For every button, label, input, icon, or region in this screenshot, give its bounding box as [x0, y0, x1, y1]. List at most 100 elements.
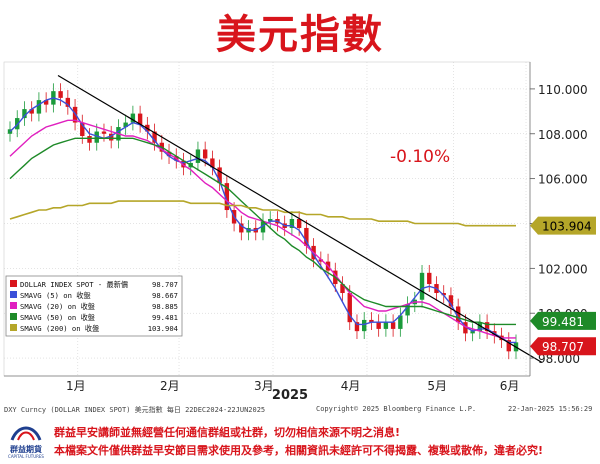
- last-value-label: 98.707: [542, 340, 584, 354]
- footer-source: DXY Curncy (DOLLAR INDEX SPOT) 美元指數 每日 2…: [4, 406, 266, 414]
- y-tick-label: 106.000: [538, 173, 588, 187]
- legend-swatch: [10, 280, 17, 287]
- candle-body: [419, 272, 425, 300]
- legend-value: 98.707: [152, 280, 178, 289]
- legend-box: [5, 275, 183, 337]
- legend-label: SMAVG (200) on 收盤: [20, 324, 99, 333]
- x-tick-label: 2月: [160, 379, 180, 393]
- candle-body: [318, 259, 324, 262]
- candle-body: [398, 315, 403, 329]
- candle-body: [87, 136, 92, 143]
- disclaimer-line-1: 群益早安講師並無經營任何通信群組或社群，切勿相信來源不明之消息!: [54, 426, 401, 439]
- x-axis: 1月 2月 3月 4月 5月 6月: [4, 375, 530, 393]
- candle-body: [29, 109, 34, 114]
- candle-body: [296, 219, 302, 228]
- candle-body: [7, 129, 13, 134]
- candle-body: [109, 133, 114, 141]
- candle-body: [304, 227, 309, 246]
- candle-body: [195, 149, 201, 163]
- x-tick-label: 6月: [500, 379, 520, 393]
- last-value-tag: [530, 311, 596, 330]
- y-tick-label: 102.000: [538, 262, 588, 276]
- legend-swatch: [10, 302, 17, 309]
- candle-body: [260, 221, 266, 233]
- legend-value: 103.904: [148, 324, 178, 333]
- disclaimer-panel: 群益期貨 CAPITAL FUTURES 群益早安講師並無經營任何通信群組或社群…: [0, 418, 600, 464]
- y-tick-label: 110.000: [538, 83, 588, 97]
- x-tick-label: 3月: [254, 379, 274, 393]
- candle-body: [362, 319, 367, 332]
- candle-body: [210, 158, 215, 168]
- candle-body: [130, 113, 136, 123]
- legend-swatch: [10, 313, 17, 320]
- x-tick-label: 5月: [427, 379, 447, 393]
- legend-label: DOLLAR INDEX SPOT - 最新價: [20, 280, 128, 289]
- series-line-smavg-200-: [9, 200, 516, 227]
- candle-body: [405, 304, 410, 316]
- candle-body: [268, 219, 273, 222]
- candle-body: [427, 272, 432, 285]
- moving-average-lines: [9, 97, 516, 344]
- trendline: [57, 74, 543, 364]
- candle-body: [123, 122, 128, 128]
- x-axis-label: 2025: [272, 388, 308, 403]
- candle-body: [347, 293, 352, 323]
- footer-copyright: Copyright© 2025 Bloomberg Finance L.P.: [316, 405, 477, 413]
- x-tick-label: 4月: [341, 379, 361, 393]
- candle-body: [369, 319, 374, 323]
- legend-label: SMAVG (5) on 收盤: [20, 291, 91, 300]
- candle-body: [354, 322, 360, 332]
- chart-legend: DOLLAR INDEX SPOT - 最新價 98.707 SMAVG (5) o…: [5, 275, 183, 337]
- last-value-labels: 103.904 99.481 98.707: [530, 216, 596, 356]
- candle-body: [470, 331, 475, 334]
- candle-body: [65, 97, 71, 107]
- y-tick-label: 98.000: [538, 352, 580, 366]
- candle-body: [441, 293, 446, 296]
- legend-swatch: [10, 291, 17, 298]
- candle-body: [217, 167, 222, 184]
- candle-body: [239, 223, 244, 233]
- dxy-chart: 98.000100.000102.000104.000106.000108.00…: [3, 61, 596, 403]
- candle-body: [448, 295, 454, 307]
- candle-body: [477, 322, 483, 332]
- legend-value: 98.667: [152, 291, 178, 300]
- logo-subtitle: CAPITAL FUTURES: [8, 454, 44, 459]
- downtrend-line: [57, 74, 543, 364]
- candle-body: [152, 131, 157, 143]
- last-value-tag: [530, 337, 596, 356]
- candle-body: [22, 109, 27, 119]
- series-line-smavg-5-: [9, 97, 516, 344]
- candle-body: [80, 122, 85, 137]
- footer-timestamp: 22-Jan-2025 15:56:29: [508, 405, 593, 413]
- last-value-tag: [530, 216, 596, 235]
- candle-body: [376, 322, 381, 329]
- candle-body: [181, 160, 186, 168]
- legend-swatch: [10, 324, 17, 331]
- change-label: -0.10%: [390, 147, 450, 167]
- candle-body: [383, 322, 389, 329]
- candle-body: [137, 113, 143, 125]
- series-line-smavg-50-: [9, 137, 516, 326]
- candle-body: [289, 219, 295, 228]
- disclaimer-line-2: 本檔案文件僅供群益早安節目需求使用及參考，相關資訊未經許可不得揭露、複製或散佈，…: [54, 444, 544, 457]
- company-logo: 群益期貨 CAPITAL FUTURES: [4, 420, 44, 460]
- candle-body: [484, 322, 490, 332]
- candle-body: [43, 100, 49, 105]
- candle-body: [340, 284, 345, 294]
- y-tick-label: 108.000: [538, 128, 588, 142]
- candle-body: [202, 149, 208, 159]
- page-title: 美元指數: [216, 12, 384, 58]
- last-value-label: 103.904: [542, 220, 592, 234]
- candle-body: [455, 306, 461, 323]
- candle-body: [224, 183, 230, 211]
- candle-body: [58, 91, 63, 98]
- candle-body: [506, 340, 511, 352]
- chart-footer: DXY Curncy (DOLLAR INDEX SPOT) 美元指數 每日 2…: [0, 403, 600, 417]
- legend-label: SMAVG (50) on 收盤: [20, 313, 95, 322]
- candle-body: [463, 322, 468, 334]
- legend-value: 99.481: [152, 313, 178, 322]
- last-value-label: 99.481: [542, 315, 584, 329]
- x-tick-label: 1月: [66, 379, 86, 393]
- legend-value: 98.885: [152, 302, 178, 311]
- logo-icon: [10, 426, 42, 441]
